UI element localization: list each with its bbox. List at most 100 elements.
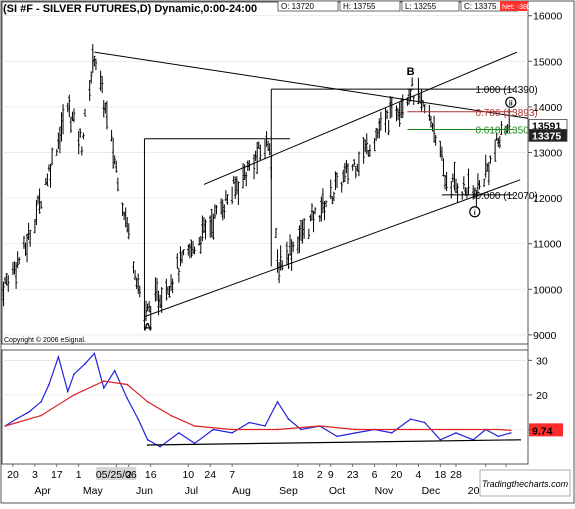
indicator-point xyxy=(391,432,393,434)
time-month-label: Nov xyxy=(375,485,394,497)
indicator-point xyxy=(497,435,500,438)
indicator-point xyxy=(336,435,338,438)
indicator-series-line xyxy=(147,439,521,446)
indicator-point xyxy=(318,425,321,427)
indicator-point xyxy=(84,363,86,365)
indicator-point xyxy=(137,418,139,420)
watermark-logo: Tradingthecharts.com xyxy=(479,469,571,497)
analysis-drawings xyxy=(94,51,528,318)
price-tick-label: 15000 xyxy=(533,56,562,68)
last-price-badge-text: 13375 xyxy=(532,130,561,142)
time-day-label: 6 xyxy=(372,469,378,481)
trendline xyxy=(94,51,528,119)
close-value: C: 13375 xyxy=(464,2,497,11)
price-tick-label: 10000 xyxy=(533,284,562,296)
time-month-label: May xyxy=(83,485,104,497)
trendline xyxy=(144,179,521,318)
indicator-point xyxy=(113,369,116,372)
price-axis: 9000 10000 11000 12000 13000 14000 15000 16000 1… xyxy=(528,11,568,342)
wave-circle-label: ii xyxy=(509,100,513,107)
time-day-label: 10 xyxy=(182,469,194,481)
indicator-point xyxy=(509,429,512,432)
wave-label: B xyxy=(407,66,415,78)
time-month-label: Jul xyxy=(185,485,198,497)
indicator-point xyxy=(193,425,196,427)
indicator-point xyxy=(497,428,500,431)
indicator-point xyxy=(439,439,442,441)
time-month-label: Aug xyxy=(232,485,251,497)
net-box xyxy=(500,1,527,11)
wave-label: A xyxy=(144,321,152,333)
indicator-point xyxy=(276,401,279,403)
indicator-point xyxy=(15,418,17,420)
price-tick-label: 13000 xyxy=(533,147,562,159)
time-month-label: Jun xyxy=(136,485,153,497)
time-day-label: 20 xyxy=(7,469,19,481)
indicator-point xyxy=(57,356,60,358)
time-day-label: 24 xyxy=(204,469,216,481)
last-price-badge xyxy=(528,128,568,142)
indicator-point xyxy=(455,432,457,434)
high-value: H: 13755 xyxy=(343,2,376,11)
indicator-point xyxy=(409,428,412,431)
price-tick-label: 16000 xyxy=(533,11,562,23)
indicator-point xyxy=(231,428,233,431)
time-day-label: 4 xyxy=(415,469,421,481)
time-day-label: 23 xyxy=(347,469,359,481)
indicator-axis: 1020309.74 xyxy=(528,355,563,437)
open-box xyxy=(277,0,339,12)
indicator-point xyxy=(40,414,42,417)
time-month-label: Oct xyxy=(329,485,345,497)
indicator-point xyxy=(126,397,129,400)
time-month-label: Dec xyxy=(422,485,441,497)
time-day-label: 2 xyxy=(126,469,132,481)
wave-circle-label: i xyxy=(474,210,476,217)
fib-level-label: 1.000 (14390) xyxy=(475,85,537,96)
high-box xyxy=(339,0,401,12)
indicator-point xyxy=(48,383,50,386)
indicator-point xyxy=(102,387,105,389)
fib-labels: 1.000 (14390) 0.786 (13893) 0.618 (13503) 0… xyxy=(475,85,537,202)
price-tick-label: 12000 xyxy=(533,193,562,205)
indicator-point xyxy=(4,425,6,427)
indicator-point xyxy=(509,432,512,434)
indicator-point xyxy=(212,428,215,431)
time-day-label: 9 xyxy=(328,469,334,481)
price-tick-label: 11000 xyxy=(533,239,562,251)
open-value: O: 13720 xyxy=(281,2,314,11)
time-day-label: 18 xyxy=(292,469,304,481)
time-day-label: 2 xyxy=(317,469,323,481)
time-day-label: 7 xyxy=(229,469,235,481)
indicator-point xyxy=(455,428,457,431)
indicator-point xyxy=(423,421,426,424)
net-value: Net: -380 xyxy=(502,4,531,11)
indicator-tick-label: 20 xyxy=(536,390,548,402)
time-day-label: 18 xyxy=(434,469,446,481)
indicator-point xyxy=(409,418,412,420)
indicator-point xyxy=(146,444,149,446)
time-day-label: 16 xyxy=(145,469,157,481)
time-day-label: 20 xyxy=(391,469,403,481)
indicator-point xyxy=(146,401,149,403)
indicator-point xyxy=(102,380,105,382)
indicator-value-label: 9.74 xyxy=(532,425,553,437)
time-month-label: Apr xyxy=(35,485,52,497)
indicator-series-line xyxy=(4,352,511,448)
indicator-point xyxy=(66,390,69,393)
indicator-panel xyxy=(1,349,529,465)
indicator-tick-label: 30 xyxy=(536,355,548,367)
indicator-point xyxy=(73,394,75,396)
indicator-point xyxy=(264,425,266,427)
trendline xyxy=(203,51,518,185)
indicator-point xyxy=(126,383,129,386)
watermark-text: Tradingthecharts.com xyxy=(482,479,569,489)
fib-level-label: 0.786 (13893) xyxy=(475,108,537,119)
indicator-point xyxy=(159,445,161,448)
indicator-value-badge xyxy=(529,423,563,437)
time-day-label: 1 xyxy=(76,469,82,481)
time-day-label: 17 xyxy=(51,469,63,481)
indicator-point xyxy=(27,411,30,413)
indicator-point xyxy=(248,421,251,424)
